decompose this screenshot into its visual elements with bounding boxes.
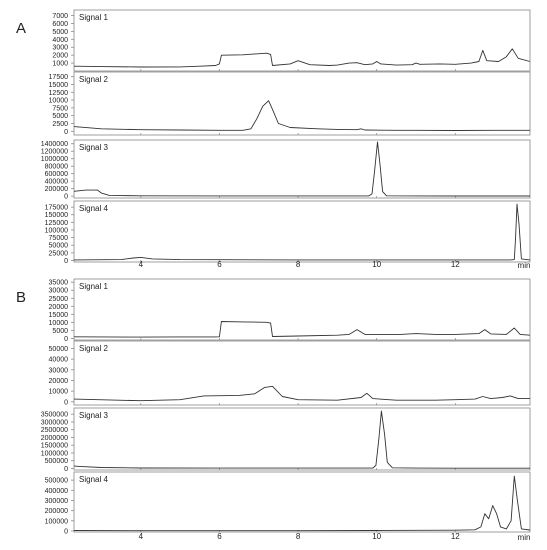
panel-b-signal-3-ytick-label-7: 3500000	[41, 412, 68, 419]
panel-a-signal-2-ytick-label-0: 0	[64, 129, 68, 136]
panel-b-signal-3-ytick-label-2: 1000000	[41, 450, 68, 457]
panel-b-x-tick-label-1: 6	[217, 532, 222, 541]
panel-b-signal-4-ytick-label-3: 300000	[45, 498, 68, 505]
panel-a-signal-2-ytick-label-7: 17500	[49, 74, 69, 81]
panel-b-signal-3-frame	[73, 407, 531, 471]
panel-a-x-tick-label-1: 6	[217, 260, 222, 269]
panel-a-signal-2-ytick-label-2: 5000	[52, 113, 68, 120]
panel-b-signal-4-ytick-label-1: 100000	[45, 518, 68, 525]
panel-b-signal-3-ytick-label-4: 2000000	[41, 435, 68, 442]
panel-a-signal-3-ytick-label-7: 1400000	[41, 141, 68, 148]
panel-a-signal-2-ytick-label-6: 15000	[49, 82, 69, 89]
panel-a-signal-1-trace	[73, 48, 531, 68]
panel-a-signal-4-ytick-label-5: 125000	[45, 220, 68, 227]
panel-a-signal-2-frame	[73, 71, 531, 136]
panel-a-signal-2-ytick-label-3: 7500	[52, 105, 68, 112]
panel-b-signal-2-ytick-label-5: 50000	[49, 346, 69, 353]
panel-b-signal-3-ytick-label-6: 3000000	[41, 419, 68, 426]
panel-a-signal-3-trace	[73, 141, 530, 197]
panel-b-signal-3-ytick-label-3: 1500000	[41, 443, 68, 450]
panel-label-b: B	[16, 289, 27, 306]
panel-b-signal-2-frame	[73, 340, 531, 406]
panel-b-signal-1-ytick-label-1: 5000	[52, 328, 68, 335]
panel-b-signal-1-ytick-label-0: 0	[64, 336, 68, 343]
panel-a-signal-2-name: Signal 2	[79, 75, 108, 84]
panel-b-signal-2-name: Signal 2	[79, 344, 108, 353]
panel-a-signal-2-ytick-label-1: 2500	[52, 121, 68, 128]
panel-b-signal-4-name: Signal 4	[79, 475, 108, 484]
panel-b-signal-1-ytick-label-2: 10000	[49, 320, 69, 327]
panel-a-signal-3-ytick-label-5: 1000000	[41, 156, 68, 163]
panel-b-signal-2-ytick-label-4: 40000	[49, 357, 69, 364]
panel-a-signal-3-name: Signal 3	[79, 143, 108, 152]
panel-b-signal-2-ytick-label-2: 20000	[49, 378, 69, 385]
panel-a-signal-1-frame	[73, 9, 531, 72]
panel-b-signal-1-ytick-label-5: 25000	[49, 296, 69, 303]
panel-a-signal-3-ytick-label-0: 0	[64, 194, 68, 201]
panel-a-signal-4-ytick-label-0: 0	[64, 258, 68, 265]
panel-b-signal-4-ytick-label-2: 200000	[45, 508, 68, 515]
panel-a-signal-4-ytick-label-3: 75000	[49, 235, 69, 242]
panel-a-signal-4-trace	[73, 203, 531, 261]
panel-b-signal-1-ytick-label-4: 20000	[49, 304, 69, 311]
panel-b-signal-1-ytick-label-6: 30000	[49, 288, 69, 295]
panel-a-signal-3-frame	[73, 139, 531, 199]
panel-b-signal-1-name: Signal 1	[79, 282, 108, 291]
panel-a-signal-4-ytick-label-7: 175000	[45, 205, 68, 212]
panel-b-signal-2-trace	[73, 385, 530, 402]
panel-b-signal-1-ytick-label-3: 15000	[49, 312, 69, 319]
panel-a-signal-1-ytick-label-0: 1000	[52, 61, 68, 68]
panel-a-signal-2-trace	[73, 100, 530, 131]
panel-a-signal-4-ytick-label-2: 50000	[49, 243, 69, 250]
panel-a-x-tick-label-2: 8	[296, 260, 301, 269]
panel-a-x-unit: min	[518, 261, 531, 270]
panel-a-signal-1-ytick-label-4: 5000	[52, 29, 68, 36]
panel-b-signal-4-ytick-label-0: 0	[64, 528, 68, 535]
panel-a-signal-4-ytick-label-6: 150000	[45, 212, 68, 219]
panel-b-signal-1-frame	[73, 278, 531, 341]
panel-a-signal-2-ytick-label-4: 10000	[49, 98, 69, 105]
panel-b-signal-3-name: Signal 3	[79, 411, 108, 420]
panel-a-signal-3-ytick-label-2: 400000	[45, 179, 68, 186]
panel-a-signal-1-ytick-label-2: 3000	[52, 45, 68, 52]
panel-a-signal-1-ytick-label-5: 6000	[52, 21, 68, 28]
panel-b-signal-1-trace	[73, 321, 531, 338]
panel-a-signal-3-ytick-label-1: 200000	[45, 186, 68, 193]
panel-b-signal-1-ytick-label-7: 35000	[49, 280, 69, 287]
panel-a-signal-4-name: Signal 4	[79, 204, 108, 213]
panel-a-signal-1-name: Signal 1	[79, 13, 108, 22]
panel-b-signal-4-ytick-label-4: 400000	[45, 488, 68, 495]
panel-b-signal-3-ytick-label-5: 2500000	[41, 427, 68, 434]
panel-a-signal-1-ytick-label-6: 7000	[52, 13, 68, 20]
panel-a-signal-3-ytick-label-6: 1200000	[41, 149, 68, 156]
panel-a-signal-1-ytick-label-3: 4000	[52, 37, 68, 44]
panel-a-signal-2-ytick-label-5: 12500	[49, 90, 69, 97]
panel-b-signal-4-ytick-label-5: 500000	[45, 478, 68, 485]
panel-b-x-tick-label-3: 10	[372, 532, 381, 541]
panel-b-x-tick-label-4: 12	[451, 532, 460, 541]
panel-b-signal-3-ytick-label-0: 0	[64, 466, 68, 473]
panel-label-a: A	[16, 20, 27, 37]
panel-b-signal-2-ytick-label-3: 30000	[49, 367, 69, 374]
panel-a-signal-1-ytick-label-1: 2000	[52, 53, 68, 60]
panel-a-signal-3-ytick-label-3: 600000	[45, 171, 68, 178]
panel-b-x-tick-label-2: 8	[296, 532, 301, 541]
panel-a-signal-4-frame	[73, 200, 531, 263]
panel-a-x-tick-label-4: 12	[451, 260, 460, 269]
panel-a-signal-4-ytick-label-4: 100000	[45, 227, 68, 234]
panel-a-signal-3-ytick-label-4: 800000	[45, 164, 68, 171]
panel-a-x-tick-label-3: 10	[372, 260, 381, 269]
panel-b-signal-4-frame	[73, 471, 531, 533]
panel-b-signal-2-ytick-label-0: 0	[64, 399, 68, 406]
panel-b-x-unit: min	[518, 533, 531, 542]
panel-a-signal-4-ytick-label-1: 25000	[49, 250, 69, 257]
panel-b-signal-2-ytick-label-1: 10000	[49, 389, 69, 396]
panel-a-x-tick-label-0: 4	[139, 260, 144, 269]
panel-b-signal-4-trace	[73, 475, 531, 532]
panel-b-signal-3-trace	[73, 410, 530, 469]
panel-b-signal-3-ytick-label-1: 500000	[45, 458, 68, 465]
panel-b-x-tick-label-0: 4	[139, 532, 144, 541]
